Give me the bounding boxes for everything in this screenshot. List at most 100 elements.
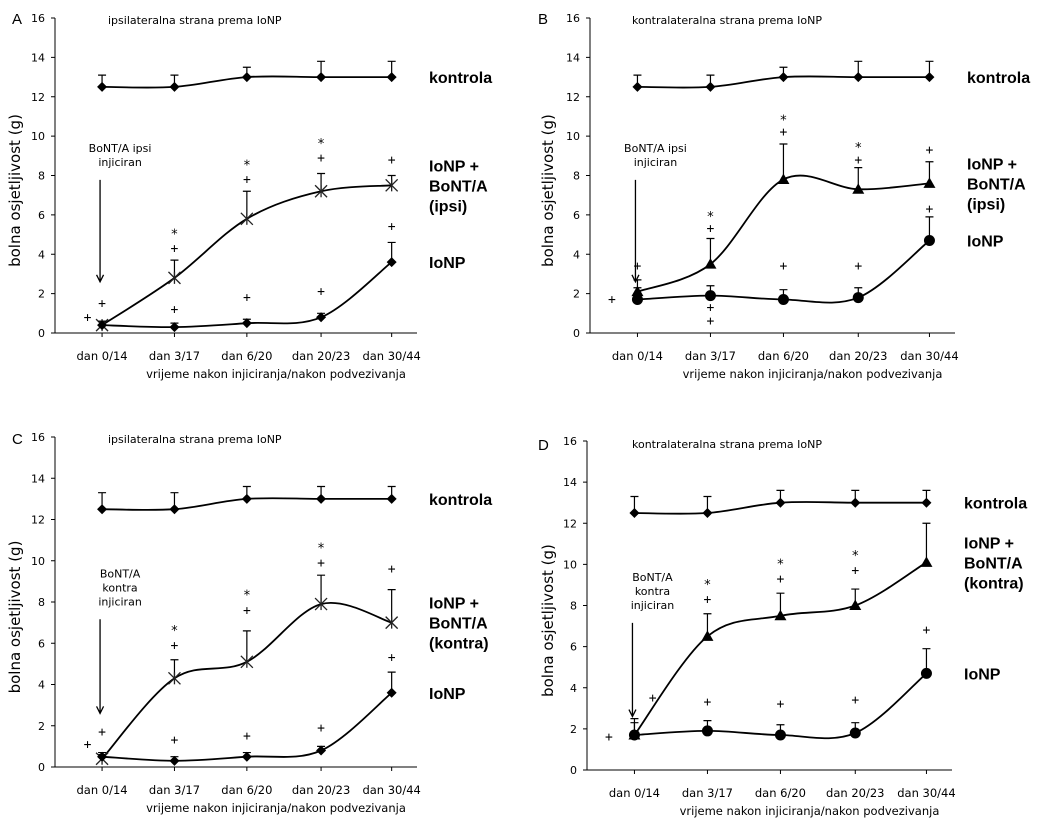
- data-point: [169, 504, 180, 515]
- x-tick-label: dan 6/20: [755, 786, 806, 800]
- significance-mark: +: [605, 730, 613, 745]
- series-label: IoNP: [967, 233, 1004, 250]
- data-point: [97, 320, 108, 331]
- y-tick-label: 0: [570, 764, 577, 777]
- y-tick-label: 10: [31, 555, 45, 568]
- series-label-line: IoNP +: [964, 535, 1014, 552]
- significance-mark: +: [317, 556, 325, 571]
- series-label: IoNP: [429, 255, 466, 272]
- injection-annotation: BoNT/A kontra injiciran: [628, 571, 674, 718]
- series-label: kontrola: [967, 70, 1030, 87]
- data-point: [920, 556, 933, 567]
- series-label-line: IoNP +: [429, 596, 479, 613]
- significance-mark: *: [317, 541, 325, 556]
- annotation-line: BoNT/A: [632, 571, 673, 584]
- significance-mark: +: [388, 153, 396, 168]
- significance-mark: +: [243, 291, 251, 306]
- series-0: kontrola: [97, 485, 492, 515]
- series-label-line: IoNP: [967, 233, 1004, 250]
- x-tick-label: dan 20/23: [829, 349, 887, 363]
- y-tick-label: 10: [566, 130, 580, 143]
- series-label-line: BoNT/A: [429, 178, 488, 195]
- significance-mark: +: [317, 285, 325, 300]
- significance-mark: +: [98, 296, 106, 311]
- significance-mark: +: [388, 651, 396, 666]
- data-point: [169, 322, 180, 333]
- x-axis-label: vrijeme nakon injiciranja/nakon podveziv…: [680, 804, 940, 818]
- significance-mark: +: [171, 638, 179, 653]
- series-label-line: (kontra): [429, 636, 489, 653]
- significance-mark: +: [707, 314, 715, 329]
- y-tick-label: 10: [31, 130, 45, 143]
- significance-mark: +: [388, 220, 396, 235]
- significance-mark: *: [171, 624, 179, 639]
- x-axis-label: vrijeme nakon injiciranja/nakon podveziv…: [146, 801, 406, 815]
- data-point: [385, 616, 399, 630]
- data-point: [850, 497, 861, 508]
- data-point: [852, 292, 864, 304]
- data-point: [386, 687, 397, 698]
- data-point: [849, 727, 861, 739]
- data-point: [628, 729, 640, 741]
- series-1: IoNP + BoNT/A (kontra): [95, 574, 489, 766]
- series-label-line: IoNP: [964, 666, 1001, 683]
- data-point: [240, 212, 254, 226]
- y-tick-label: 16: [566, 12, 580, 25]
- annotation-line: kontra: [102, 581, 137, 594]
- significance-mark: +: [926, 202, 934, 217]
- y-tick-label: 8: [573, 170, 580, 183]
- significance-mark: +: [780, 259, 788, 274]
- y-tick-label: 0: [573, 327, 580, 340]
- data-point: [631, 294, 643, 306]
- x-tick-label: dan 3/17: [149, 783, 200, 797]
- arrow-icon: [628, 622, 637, 718]
- series-2: IoNP: [631, 216, 1004, 306]
- x-tick-label: dan 0/14: [76, 783, 127, 797]
- series-label-line: BoNT/A: [429, 616, 488, 633]
- annotation-line: injiciran: [634, 156, 678, 169]
- data-point: [778, 72, 789, 83]
- y-tick-label: 14: [31, 51, 45, 64]
- series-line: [102, 692, 393, 762]
- series-label: IoNP: [429, 686, 466, 703]
- significance-mark: +: [243, 603, 251, 618]
- y-axis-label: bolna osjetljivost (g): [6, 114, 24, 267]
- significance-mark: +: [84, 737, 92, 752]
- y-tick-label: 4: [573, 248, 580, 261]
- significance-mark: +: [243, 729, 251, 744]
- annotation-text: BoNT/A kontra injiciran: [98, 567, 142, 608]
- x-tick-label: dan 20/23: [826, 786, 884, 800]
- data-point: [923, 234, 935, 246]
- y-tick-label: 2: [38, 720, 45, 733]
- data-point: [701, 725, 713, 737]
- significance-mark: +: [704, 592, 712, 607]
- data-point: [314, 597, 328, 611]
- significance-mark: *: [777, 557, 785, 572]
- series-label: IoNP + BoNT/A (kontra): [429, 596, 489, 653]
- y-tick-label: 14: [31, 472, 45, 485]
- significance-mark: +: [777, 697, 785, 712]
- x-tick-label: dan 3/17: [685, 349, 736, 363]
- significance-mark: *: [851, 549, 859, 564]
- arrow-icon: [95, 179, 105, 284]
- x-axis-label: vrijeme nakon injiciranja/nakon podveziv…: [683, 367, 943, 381]
- x-tick-label: dan 30/44: [897, 786, 955, 800]
- y-tick-label: 12: [566, 91, 580, 104]
- series-label-line: kontrola: [967, 70, 1030, 87]
- significance-mark: +: [171, 733, 179, 748]
- y-tick-label: 0: [38, 761, 45, 774]
- significance-mark: +: [634, 259, 642, 274]
- annotation-line: injiciran: [98, 595, 142, 608]
- series-line: [637, 174, 930, 293]
- series-label-line: kontrola: [429, 70, 492, 87]
- data-point: [701, 630, 714, 641]
- series-0: kontrola: [629, 489, 1027, 518]
- chart-title: ipsilateralna strana prema IoNP: [108, 14, 282, 27]
- injection-annotation: BoNT/A kontra injiciran: [95, 567, 142, 715]
- series-label: kontrola: [429, 70, 492, 87]
- significance-mark: +: [317, 151, 325, 166]
- y-axis-label: bolna osjetljivost (g): [539, 114, 557, 267]
